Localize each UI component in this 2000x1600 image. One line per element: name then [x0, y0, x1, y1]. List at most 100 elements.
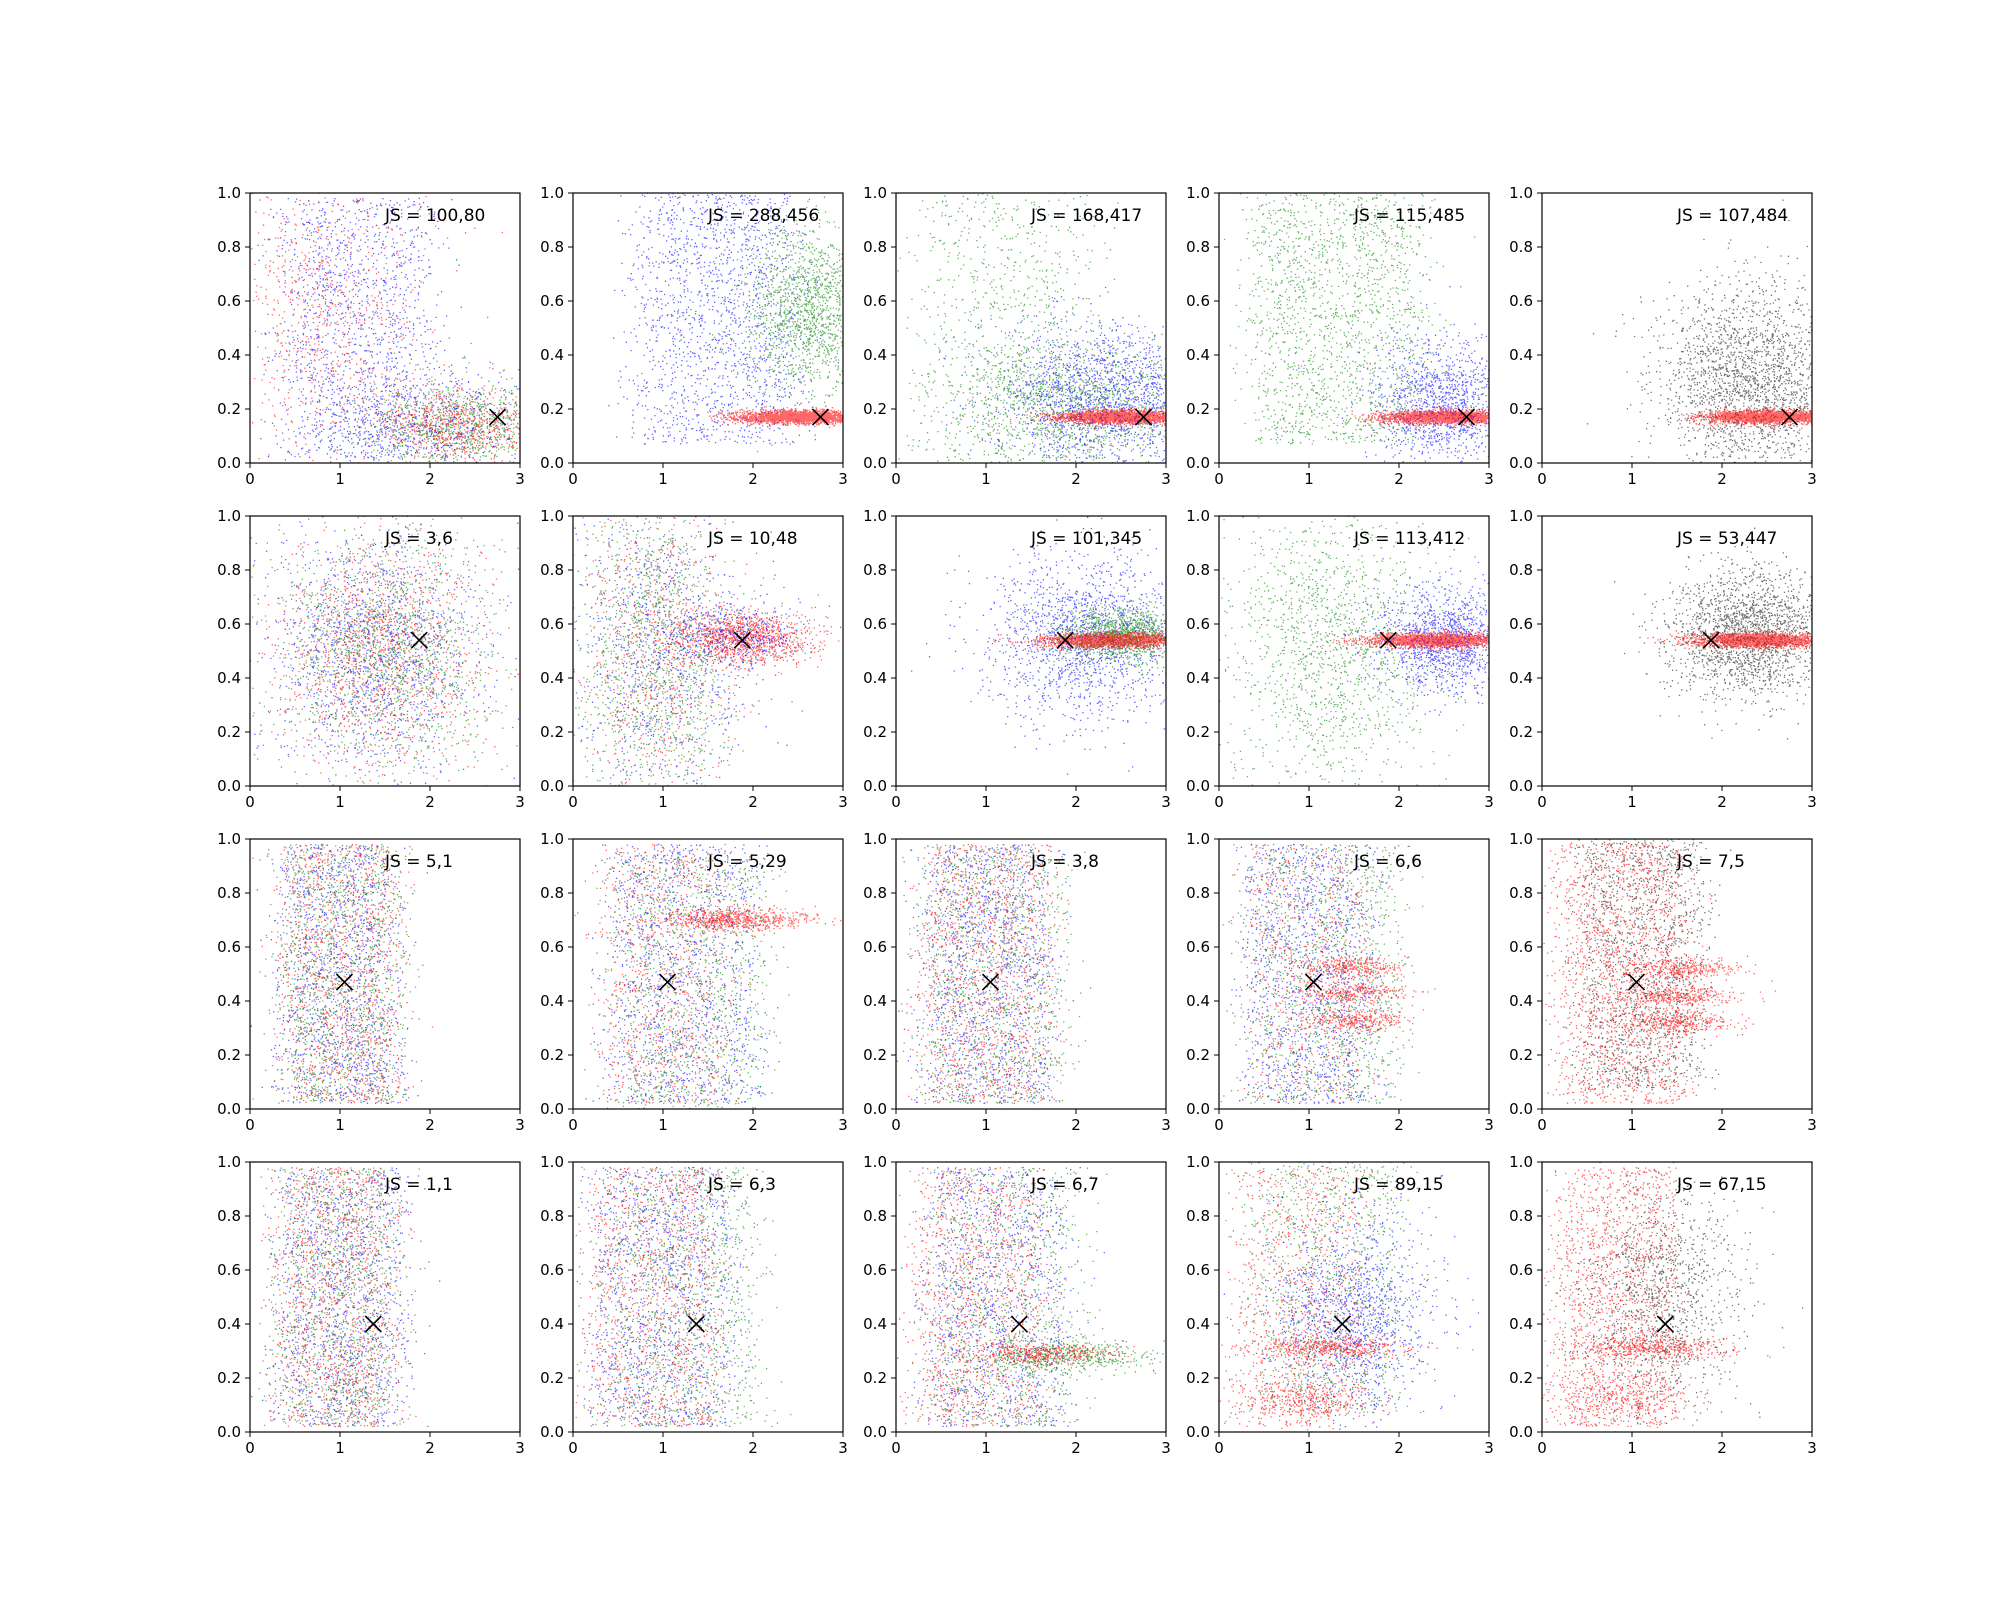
- x-marker: [1457, 408, 1476, 426]
- point-cloud-blue-1: [898, 844, 1074, 1105]
- point-cloud-red-3: [575, 1166, 748, 1428]
- x-marker: [488, 408, 507, 426]
- y-tick-label: 0.2: [863, 400, 887, 418]
- scatter-points: [574, 843, 842, 1109]
- y-tick-label: 0.2: [217, 1046, 241, 1064]
- y-tick-label: 0.8: [217, 561, 241, 579]
- scatter-points: [1219, 1162, 1480, 1432]
- js-annotation: JS = 5,1: [384, 852, 453, 872]
- y-tick-label: 0.8: [1509, 1207, 1533, 1225]
- x-tick-label: 1: [1627, 793, 1637, 811]
- point-cloud-red-4: [1221, 1333, 1474, 1366]
- subplot-r1-c2: 0 1 2 3 0.0 0.2 0.4 0.6 0.8 1.0 JS = 288,456: [540, 184, 848, 488]
- subplot-r1-c4: 0 1 2 3 0.0 0.2 0.4 0.6 0.8 1.0 JS = 115,485: [1186, 184, 1494, 488]
- y-tick-label: 0.2: [540, 400, 564, 418]
- x-tick-label: 3: [1161, 793, 1171, 811]
- y-tick-label: 0.0: [863, 1423, 887, 1441]
- x-tick-label: 0: [1214, 1439, 1224, 1457]
- y-tick-label: 0.4: [863, 669, 887, 687]
- x-tick-label: 0: [1537, 1116, 1547, 1134]
- y-tick-label: 0.2: [1186, 1369, 1210, 1387]
- subplot-r2-c2: 0 1 2 3 0.0 0.2 0.4 0.6 0.8 1.0 JS = 10,48: [540, 507, 848, 811]
- x-tick-label: 2: [1071, 793, 1081, 811]
- point-cloud-red-4: [1016, 405, 1166, 430]
- point-cloud-green-2: [263, 843, 420, 1104]
- y-tick-label: 0.0: [217, 1423, 241, 1441]
- x-marker: [1304, 973, 1323, 991]
- y-tick-label: 0.8: [1186, 238, 1210, 256]
- axes-frame: [1541, 1161, 1813, 1433]
- js-annotation: JS = 115,485: [1353, 206, 1465, 226]
- x-marker: [1010, 1315, 1028, 1333]
- point-cloud-blue-1: [1226, 843, 1398, 1105]
- point-cloud-red-3: [574, 843, 750, 1105]
- axes-frame: [895, 515, 1167, 787]
- x-tick-label: 3: [1807, 1116, 1817, 1134]
- y-tick-label: 1.0: [540, 184, 564, 202]
- axes-frame: [1541, 192, 1813, 464]
- y-tick-label: 1.0: [217, 830, 241, 848]
- x-tick-label: 2: [748, 1439, 758, 1457]
- axes-frame: [249, 838, 521, 1110]
- point-cloud-red-3: [1219, 843, 1399, 1105]
- x-tick-label: 2: [425, 1439, 435, 1457]
- js-annotation: JS = 6,6: [1353, 852, 1422, 872]
- y-tick-label: 0.2: [217, 1369, 241, 1387]
- point-cloud-blue-2: [1223, 1162, 1480, 1432]
- point-cloud-red-3: [261, 1167, 426, 1428]
- x-tick-label: 2: [1071, 1439, 1081, 1457]
- point-cloud-blue-1: [608, 193, 839, 445]
- axes-frame: [1541, 515, 1813, 787]
- point-cloud-red-4: [1567, 978, 1776, 1011]
- subplot-r1-c5: 0 1 2 3 0.0 0.2 0.4 0.6 0.8 1.0 JS = 107,484: [1509, 184, 1817, 488]
- y-tick-label: 1.0: [1509, 1153, 1533, 1171]
- subplot-r2-c3: 0 1 2 3 0.0 0.2 0.4 0.6 0.8 1.0 JS = 101,345: [863, 507, 1171, 811]
- x-tick-label: 0: [245, 793, 255, 811]
- x-tick-label: 1: [1304, 793, 1314, 811]
- x-marker: [658, 973, 677, 991]
- y-tick-label: 0.0: [217, 454, 241, 472]
- x-marker: [811, 408, 830, 426]
- y-tick-label: 0.2: [863, 1046, 887, 1064]
- point-cloud-green-2: [899, 1166, 1108, 1428]
- scatter-points: [250, 193, 520, 463]
- point-cloud-green-4: [912, 1327, 1165, 1382]
- point-cloud-red-3: [252, 843, 434, 1104]
- y-tick-label: 0.6: [540, 292, 564, 310]
- y-tick-label: 0.8: [217, 884, 241, 902]
- js-annotation: JS = 6,3: [707, 1175, 776, 1195]
- y-tick-label: 0.6: [540, 615, 564, 633]
- js-annotation: JS = 67,15: [1676, 1175, 1767, 1195]
- subplot-r4-c1: 0 1 2 3 0.0 0.2 0.4 0.6 0.8 1.0 JS = 1,1: [217, 1153, 525, 1457]
- point-cloud-red-3: [993, 628, 1166, 653]
- y-tick-label: 0.4: [863, 1315, 887, 1333]
- x-tick-label: 2: [1071, 1116, 1081, 1134]
- x-tick-label: 3: [1484, 1116, 1494, 1134]
- point-cloud-red-3: [1544, 1330, 1771, 1365]
- subplot-r3-c2: 0 1 2 3 0.0 0.2 0.4 0.6 0.8 1.0 JS = 5,29: [540, 830, 848, 1134]
- y-tick-label: 0.4: [863, 992, 887, 1010]
- y-tick-label: 1.0: [1509, 830, 1533, 848]
- x-tick-label: 2: [1394, 1439, 1404, 1457]
- y-tick-label: 0.8: [217, 1207, 241, 1225]
- y-tick-label: 1.0: [863, 507, 887, 525]
- y-tick-label: 0.8: [217, 238, 241, 256]
- x-tick-label: 3: [1807, 793, 1817, 811]
- point-cloud-green-1: [573, 516, 793, 786]
- x-tick-label: 3: [515, 470, 525, 488]
- y-tick-label: 0.4: [217, 1315, 241, 1333]
- x-tick-label: 0: [568, 1439, 578, 1457]
- x-marker: [733, 631, 751, 649]
- y-tick-label: 0.6: [1509, 938, 1533, 956]
- y-tick-label: 0.0: [1186, 777, 1210, 795]
- x-marker: [1056, 631, 1074, 649]
- x-tick-label: 3: [1807, 1439, 1817, 1457]
- y-tick-label: 0.6: [863, 292, 887, 310]
- y-tick-label: 0.2: [1509, 1369, 1533, 1387]
- point-cloud-blue-1: [585, 843, 782, 1105]
- subplot-r4-c2: 0 1 2 3 0.0 0.2 0.4 0.6 0.8 1.0 JS = 6,3: [540, 1153, 848, 1457]
- x-tick-label: 0: [1537, 470, 1547, 488]
- x-tick-label: 3: [1161, 1116, 1171, 1134]
- axes-frame: [1218, 838, 1490, 1110]
- y-tick-label: 1.0: [540, 507, 564, 525]
